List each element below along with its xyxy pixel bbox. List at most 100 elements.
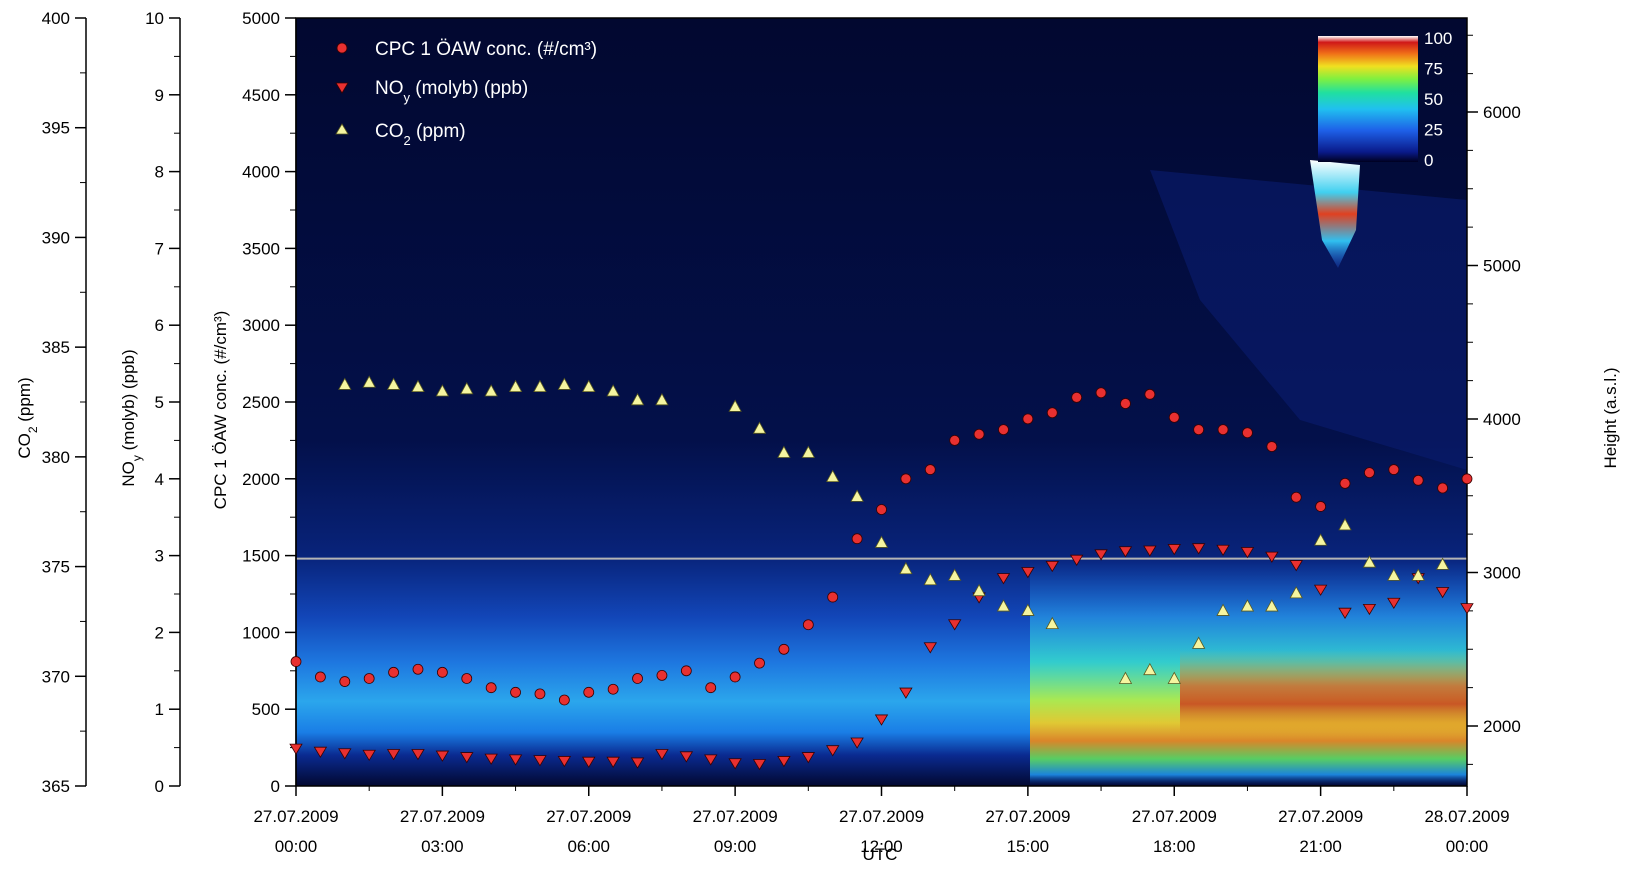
cpc-axis-tick-label: 500	[252, 700, 280, 719]
cpc-point	[1071, 391, 1083, 403]
x-tick-time: 18:00	[1153, 837, 1196, 856]
x-tick-date: 27.07.2009	[1132, 807, 1217, 826]
noy-point	[1021, 567, 1035, 579]
cpc-point	[924, 464, 936, 475]
noy-point	[752, 759, 767, 771]
cpc-point	[412, 663, 424, 675]
noy-point	[386, 749, 401, 761]
noy-point	[508, 754, 523, 766]
x-tick-time: 15:00	[1007, 837, 1050, 856]
cpc-point	[729, 671, 741, 683]
co2-point	[1265, 599, 1279, 612]
noy-point	[411, 749, 425, 761]
noy-point	[826, 745, 840, 757]
noy-point	[923, 642, 937, 654]
height-axis-tick-label: 6000	[1483, 103, 1521, 122]
noy-point	[1191, 543, 1206, 555]
noy-point	[606, 756, 620, 768]
noy-point	[704, 754, 718, 766]
cpc-point	[485, 682, 497, 694]
cpc-axis-tick-label: 4000	[242, 163, 280, 182]
noy-point	[582, 756, 596, 768]
noy-point	[947, 619, 962, 631]
co2-axis-tick-label: 395	[42, 119, 70, 138]
noy-axis-tick-label: 8	[155, 163, 164, 182]
noy-point	[1362, 603, 1377, 616]
noy-axis-tick-label: 9	[155, 86, 164, 105]
cpc-point	[949, 434, 961, 446]
co2-point	[630, 392, 645, 406]
co2-point	[1045, 616, 1059, 630]
noy-point	[1289, 560, 1303, 572]
cpc-point	[339, 676, 351, 687]
noy-point	[557, 756, 572, 768]
co2-point	[1338, 518, 1352, 531]
cpc-axis-tick-label: 1500	[242, 547, 280, 566]
x-tick-time: 21:00	[1299, 837, 1342, 856]
noy-point	[1387, 597, 1401, 609]
noy-point	[801, 752, 816, 764]
noy-axis-tick-label: 1	[155, 700, 164, 719]
cpc-point	[1364, 467, 1375, 479]
colorbar-tick-label: 75	[1424, 60, 1443, 79]
noy-point	[1216, 544, 1230, 557]
noy-axis-tick-label: 0	[155, 777, 164, 796]
backscatter-field	[296, 18, 1467, 786]
cpc-point	[436, 666, 448, 678]
noy-point	[1045, 560, 1059, 573]
cpc-point	[680, 665, 692, 677]
co2-axis-tick-label: 385	[42, 338, 70, 357]
noy-point	[655, 749, 669, 761]
x-tick-date: 27.07.2009	[253, 807, 338, 826]
noy-axis-tick-label: 5	[155, 393, 164, 412]
co2-point	[1362, 555, 1377, 568]
co2-axis-tick-label: 390	[42, 228, 70, 247]
cpc-point	[510, 686, 521, 698]
x-tick-time: 03:00	[421, 837, 464, 856]
noy-point	[630, 757, 645, 769]
co2-point	[1191, 636, 1206, 649]
cpc-point	[851, 533, 863, 545]
noy-point	[1313, 584, 1328, 596]
cpc-axis-tick-label: 0	[271, 777, 280, 796]
noy-point	[460, 752, 474, 764]
co2-point	[508, 379, 523, 393]
co2-point	[752, 421, 767, 434]
cpc-point	[1290, 491, 1302, 503]
series-cpc	[290, 387, 1473, 706]
colorbar-tick-label: 100	[1424, 29, 1452, 48]
co2-point	[1240, 599, 1255, 612]
cpc-point	[778, 643, 790, 655]
cpc-point	[1168, 411, 1180, 423]
noy-point	[996, 573, 1011, 585]
x-tick-date: 27.07.2009	[839, 807, 924, 826]
height-axis-tick-label: 4000	[1483, 410, 1521, 429]
cpc-axis-tick-label: 1000	[242, 623, 280, 642]
cpc-axis-tick-label: 3000	[242, 316, 280, 335]
noy-point	[1143, 545, 1157, 557]
co2-point	[826, 469, 840, 483]
co2-point	[1167, 671, 1181, 684]
co2-point	[1021, 603, 1035, 616]
co2-point	[948, 568, 962, 581]
noy-point	[533, 755, 547, 767]
co2-point	[899, 561, 913, 575]
cpc-point	[827, 591, 839, 603]
co2-point	[1118, 671, 1133, 684]
x-tick-date: 27.07.2009	[400, 807, 485, 826]
noy-point	[1435, 587, 1450, 599]
noy-point	[484, 753, 498, 765]
cpc-axis-tick-label: 2500	[242, 393, 280, 412]
co2-point	[1289, 586, 1303, 599]
cpc-point	[998, 424, 1009, 436]
co2-point	[460, 381, 474, 395]
height-axis-tick-label: 3000	[1483, 564, 1521, 583]
x-tick-date: 27.07.2009	[1278, 807, 1363, 826]
noy-point	[1265, 551, 1279, 563]
height-axis-title: Height (a.s.l.)	[1601, 367, 1620, 468]
co2-point	[411, 379, 425, 393]
cpc-point	[1217, 424, 1229, 436]
cpc-point	[1412, 474, 1424, 486]
cpc-point	[900, 473, 912, 485]
